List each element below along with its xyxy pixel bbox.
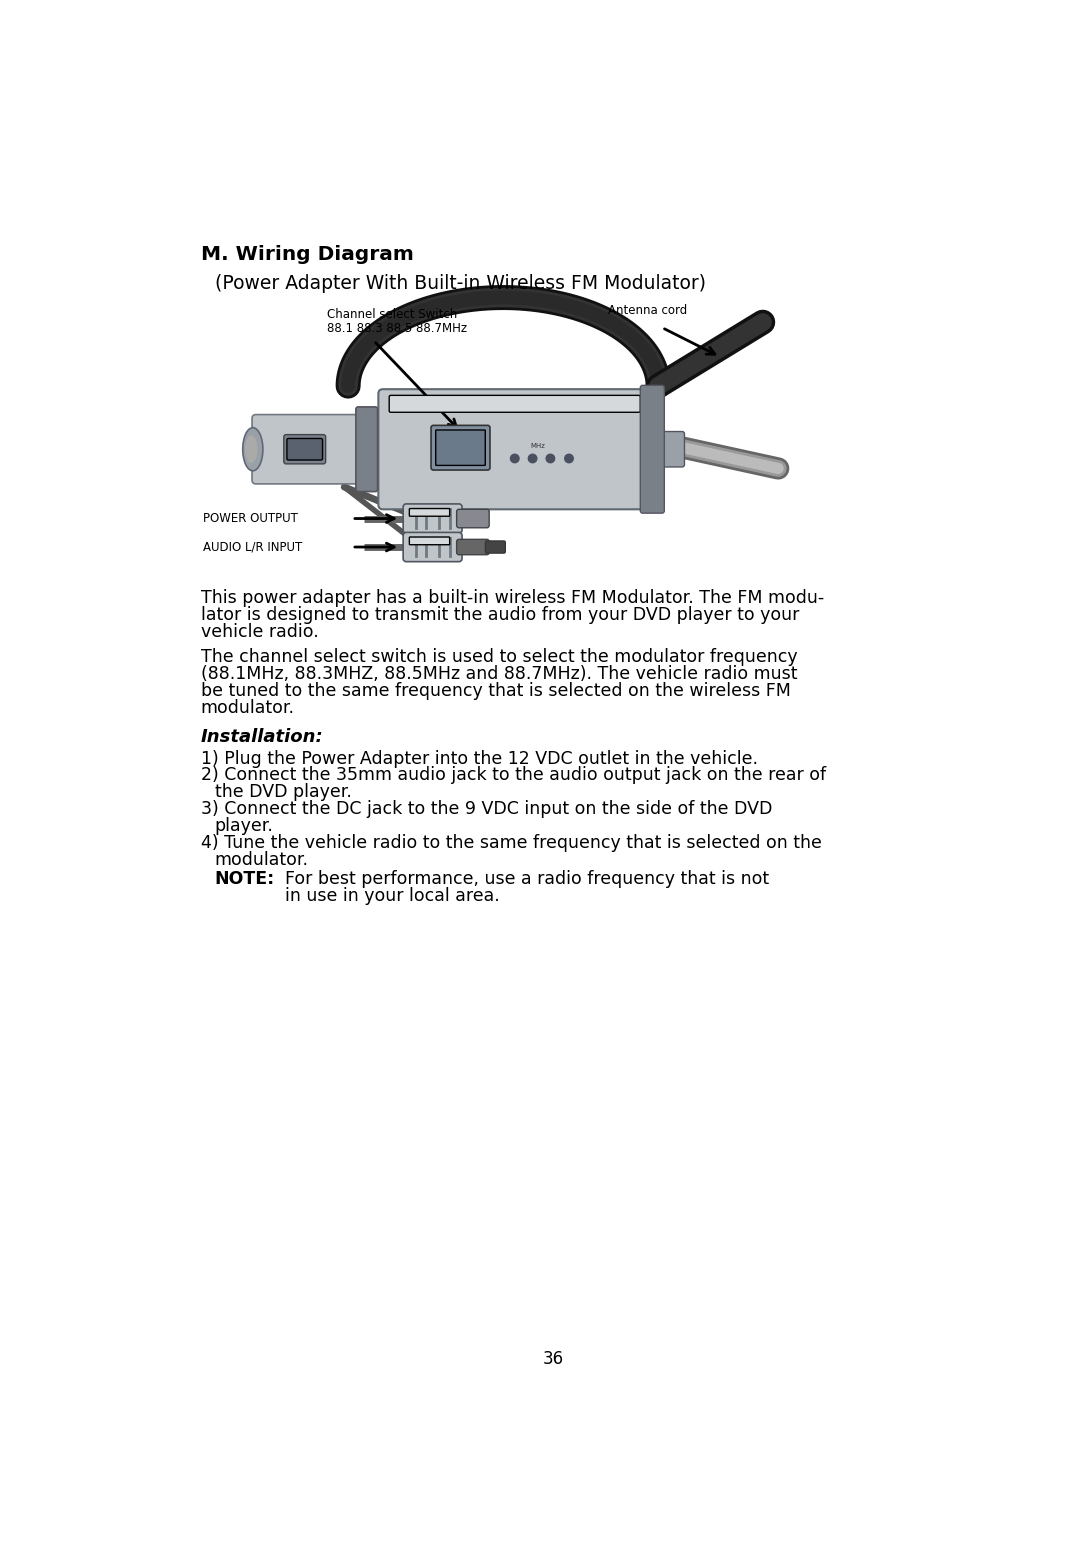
Text: 2) Connect the 35mm audio jack to the audio output jack on the rear of: 2) Connect the 35mm audio jack to the au… <box>201 767 826 784</box>
FancyBboxPatch shape <box>284 434 326 464</box>
Text: Installation:: Installation: <box>201 728 324 747</box>
FancyBboxPatch shape <box>356 406 378 492</box>
FancyBboxPatch shape <box>252 414 372 484</box>
Text: The channel select switch is used to select the modulator frequency: The channel select switch is used to sel… <box>201 648 797 665</box>
Text: 88.1 88.3 88.5 88.7MHz: 88.1 88.3 88.5 88.7MHz <box>327 322 468 336</box>
Text: modulator.: modulator. <box>215 851 309 868</box>
FancyBboxPatch shape <box>403 505 462 533</box>
Circle shape <box>565 455 573 462</box>
Text: AUDIO L/R INPUT: AUDIO L/R INPUT <box>203 540 302 553</box>
Text: Channel select Switch: Channel select Switch <box>327 308 458 322</box>
Text: player.: player. <box>215 817 273 836</box>
Circle shape <box>528 455 537 462</box>
FancyBboxPatch shape <box>287 439 323 461</box>
Text: 36: 36 <box>543 1350 564 1368</box>
Text: POWER OUTPUT: POWER OUTPUT <box>203 512 298 525</box>
FancyBboxPatch shape <box>457 539 489 555</box>
FancyBboxPatch shape <box>640 386 664 514</box>
FancyBboxPatch shape <box>409 537 449 545</box>
Text: vehicle radio.: vehicle radio. <box>201 623 319 642</box>
Text: 3) Connect the DC jack to the 9 VDC input on the side of the DVD: 3) Connect the DC jack to the 9 VDC inpu… <box>201 800 772 818</box>
Text: lator is designed to transmit the audio from your DVD player to your: lator is designed to transmit the audio … <box>201 606 799 625</box>
Text: 4) Tune the vehicle radio to the same frequency that is selected on the: 4) Tune the vehicle radio to the same fr… <box>201 834 822 853</box>
Text: modulator.: modulator. <box>201 698 295 717</box>
Ellipse shape <box>243 428 262 470</box>
Circle shape <box>546 455 555 462</box>
Text: MHz: MHz <box>530 444 545 450</box>
FancyBboxPatch shape <box>409 509 449 515</box>
Text: 1) Plug the Power Adapter into the 12 VDC outlet in the vehicle.: 1) Plug the Power Adapter into the 12 VD… <box>201 750 758 767</box>
FancyBboxPatch shape <box>457 509 489 528</box>
FancyBboxPatch shape <box>485 540 505 553</box>
Text: in use in your local area.: in use in your local area. <box>284 887 499 904</box>
Text: Antenna cord: Antenna cord <box>608 305 687 317</box>
FancyBboxPatch shape <box>403 533 462 562</box>
Text: NOTE:: NOTE: <box>215 870 275 887</box>
Circle shape <box>511 455 519 462</box>
Ellipse shape <box>245 436 257 462</box>
FancyBboxPatch shape <box>389 395 640 412</box>
Text: (88.1MHz, 88.3MHZ, 88.5MHz and 88.7MHz). The vehicle radio must: (88.1MHz, 88.3MHZ, 88.5MHz and 88.7MHz).… <box>201 665 797 683</box>
FancyBboxPatch shape <box>431 425 490 470</box>
Text: the DVD player.: the DVD player. <box>215 784 352 801</box>
Text: (Power Adapter With Built-in Wireless FM Modulator): (Power Adapter With Built-in Wireless FM… <box>215 273 706 292</box>
FancyBboxPatch shape <box>378 389 651 509</box>
FancyBboxPatch shape <box>658 431 685 467</box>
Text: This power adapter has a built-in wireless FM Modulator. The FM modu-: This power adapter has a built-in wirele… <box>201 589 824 608</box>
Text: be tuned to the same frequency that is selected on the wireless FM: be tuned to the same frequency that is s… <box>201 681 791 700</box>
Text: M. Wiring Diagram: M. Wiring Diagram <box>201 245 414 264</box>
Text: For best performance, use a radio frequency that is not: For best performance, use a radio freque… <box>284 870 769 887</box>
FancyBboxPatch shape <box>435 430 485 465</box>
